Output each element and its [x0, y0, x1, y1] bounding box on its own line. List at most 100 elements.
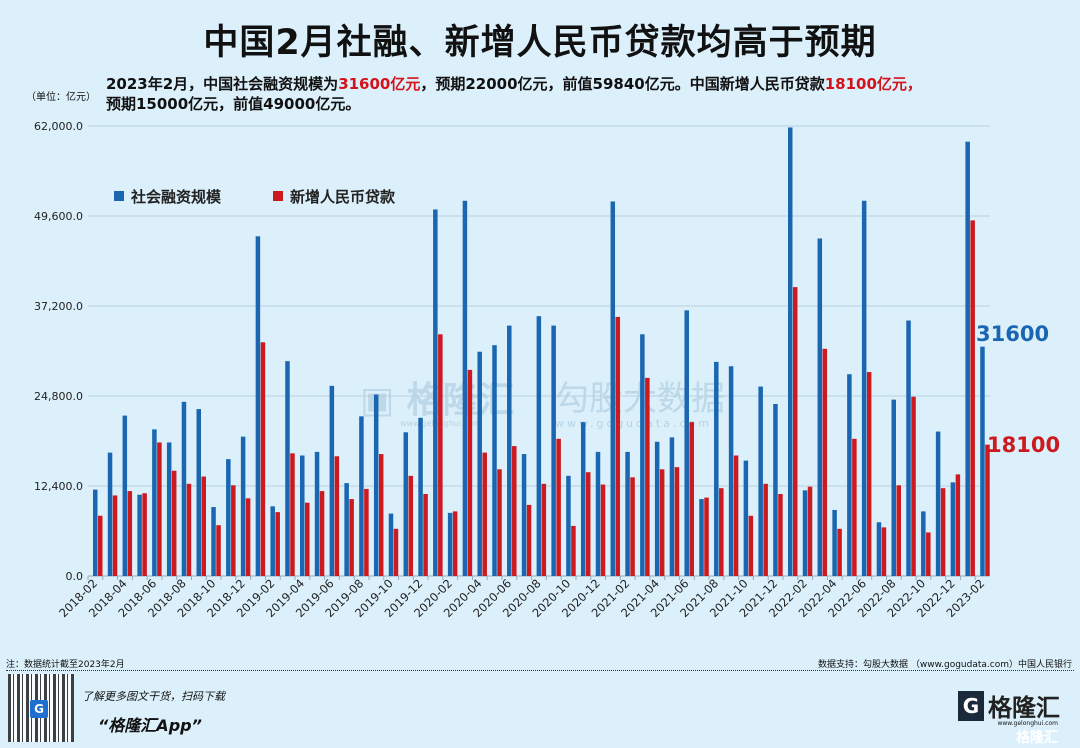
bar-loans — [142, 493, 147, 576]
bar-tsf — [373, 394, 379, 576]
bar-tsf — [773, 403, 778, 576]
bar-loans — [157, 442, 162, 576]
logo-url: www.gelonghui.com — [997, 720, 1058, 727]
bar-tsf — [551, 325, 556, 576]
bar-loans — [822, 348, 828, 576]
bar-tsf — [950, 482, 956, 576]
bar-loans — [704, 497, 709, 576]
bar-tsf — [861, 200, 867, 577]
divider — [6, 670, 1074, 671]
promo-text: 了解更多图文干货，扫码下载 — [82, 690, 225, 703]
bar-tsf — [433, 209, 438, 576]
bar-tsf — [521, 454, 527, 576]
bar-loans — [186, 483, 192, 576]
subtitle: 2023年2月，中国社会融资规模为31600亿元，预期22000亿元，前值598… — [106, 74, 986, 114]
bar-tsf — [728, 366, 734, 576]
bar-loans — [778, 493, 783, 576]
bar-tsf — [477, 351, 482, 576]
bar-tsf — [921, 511, 926, 576]
bar-loans — [556, 438, 561, 576]
y-tick-label: 0.0 — [66, 570, 84, 583]
bar-loans — [216, 525, 221, 576]
bar-tsf — [152, 429, 157, 576]
bar-loans — [378, 454, 384, 576]
logo-text: 格隆汇 — [988, 694, 1060, 722]
bar-loans — [852, 438, 857, 576]
bar-loans — [201, 476, 207, 576]
bar-loans — [526, 504, 532, 576]
bar-loans — [955, 474, 961, 576]
bar-tsf — [507, 325, 512, 576]
bar-loans — [585, 472, 591, 576]
bar-loans — [719, 488, 724, 576]
bar-loans — [630, 477, 635, 576]
bar-loans — [364, 488, 369, 576]
bar-tsf — [300, 455, 305, 576]
bar-loans — [792, 287, 798, 576]
bar-tsf — [876, 522, 882, 576]
bar-loans — [452, 511, 458, 576]
bar-tsf — [787, 127, 793, 577]
bar-tsf — [166, 442, 172, 576]
bar-tsf — [93, 489, 98, 576]
bar-tsf — [610, 201, 616, 576]
bar-tsf — [935, 431, 941, 576]
bar-tsf — [965, 141, 970, 576]
bar-tsf — [758, 386, 763, 576]
bar-loans — [290, 453, 295, 576]
y-tick-label: 37,200.0 — [34, 300, 83, 313]
bar-loans — [571, 525, 576, 576]
bar-loans — [748, 515, 754, 576]
unit-label: （单位：亿元） — [26, 92, 96, 103]
bar-loans — [305, 502, 310, 576]
bar-tsf — [817, 238, 823, 576]
bar-loans — [881, 527, 887, 576]
bar-loans — [733, 455, 739, 576]
bar-loans — [467, 369, 473, 576]
bar-loans — [541, 483, 547, 576]
bar-loans — [645, 377, 650, 576]
legend-label-loans: 新增人民币贷款 — [290, 188, 396, 206]
bar-tsf — [122, 415, 128, 576]
bar-loans — [600, 484, 606, 576]
bar-loans — [940, 488, 946, 576]
bar-tsf — [595, 451, 601, 576]
bar-tsf — [240, 436, 246, 576]
bar-tsf — [447, 512, 453, 576]
subtitle-text: ，预期22000亿元，前值59840亿元。中国新增人民币贷款 — [420, 75, 825, 93]
bar-tsf — [403, 432, 409, 576]
bar-loans — [334, 456, 340, 576]
bar-tsf — [181, 401, 187, 576]
bar-chart: ▣ 格隆汇www.gelonghui.com勾股大数据www.gogudata.… — [34, 120, 1060, 620]
bar-tsf — [359, 416, 364, 576]
bar-loans — [171, 470, 177, 576]
bar-tsf — [906, 320, 911, 576]
bar-tsf — [580, 422, 586, 576]
bar-tsf — [388, 513, 394, 576]
bar-tsf — [107, 452, 113, 576]
bar-loans — [970, 220, 975, 576]
bar-tsf — [226, 459, 231, 576]
bar-tsf — [847, 374, 852, 576]
bar-tsf — [699, 499, 704, 576]
bar-tsf — [566, 475, 571, 576]
bar-tsf — [137, 494, 142, 576]
page-title: 中国2月社融、新增人民币贷款均高于预期 — [203, 23, 877, 63]
bar-loans — [926, 532, 931, 576]
logo-watermark: 格隆汇 — [1016, 730, 1058, 746]
bar-loans — [512, 446, 517, 576]
bar-loans — [985, 444, 990, 576]
y-tick-label: 62,000.0 — [34, 120, 83, 133]
bar-loans — [896, 485, 901, 576]
brand-logo: G 格隆汇 — [958, 688, 1060, 723]
bar-tsf — [832, 509, 837, 576]
legend-label-tsf: 社会融资规模 — [130, 188, 222, 206]
bar-loans — [231, 485, 236, 576]
bar-tsf — [536, 316, 542, 576]
bar-tsf — [285, 361, 290, 576]
bar-loans — [807, 486, 813, 576]
bar-loans — [837, 528, 842, 576]
bar-tsf — [891, 399, 896, 576]
bar-tsf — [743, 460, 749, 576]
subtitle-text: 2023年2月，中国社会融资规模为 — [106, 75, 339, 93]
